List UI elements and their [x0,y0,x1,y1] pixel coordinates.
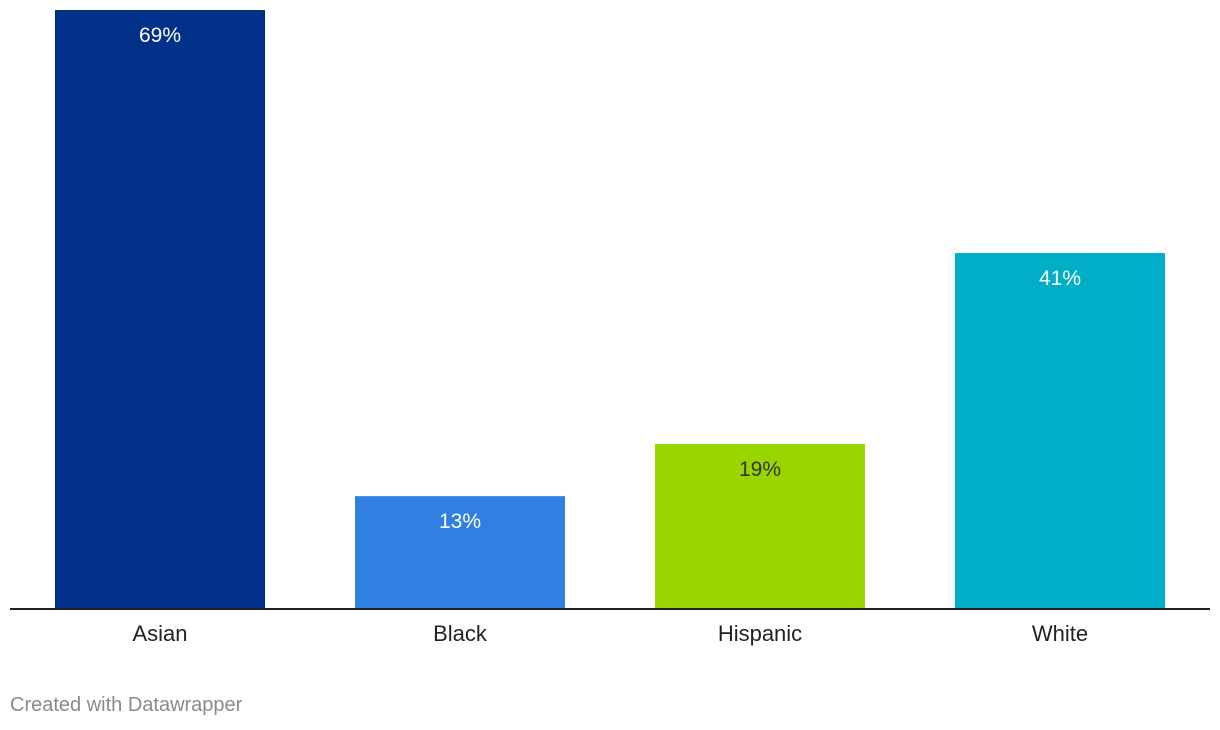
category-label-white: White [1032,621,1088,646]
bar-value-label-asian: 69% [139,24,181,47]
category-label-hispanic: Hispanic [718,621,802,646]
bar-hispanic [655,444,865,609]
bar-value-label-white: 41% [1039,267,1081,290]
category-label-asian: Asian [132,621,187,646]
bar-black [355,496,565,609]
datawrapper-credit: Created with Datawrapper [10,694,243,716]
category-label-black: Black [433,621,488,646]
bar-value-label-hispanic: 19% [739,458,781,481]
category-labels-group: Asian Black Hispanic White [132,621,1088,646]
bar-asian [55,10,265,609]
bar-value-label-black: 13% [439,510,481,533]
bar-white [955,253,1165,610]
bars-group: 69% 13% 19% 41% [55,10,1165,610]
bar-chart: 69% 13% 19% 41% Asian Black Hispanic White [10,10,1210,646]
